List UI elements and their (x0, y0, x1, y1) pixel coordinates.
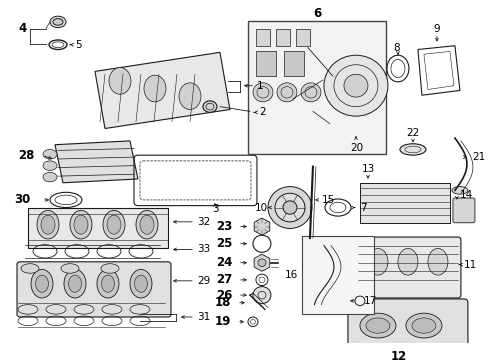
Text: 8: 8 (392, 42, 399, 53)
Circle shape (323, 55, 387, 116)
Text: 20: 20 (349, 143, 362, 153)
Text: 6: 6 (312, 7, 321, 20)
Text: 1: 1 (256, 81, 263, 91)
Text: 23: 23 (216, 220, 232, 233)
Bar (359, 183, 449, 223)
Text: 3: 3 (211, 204, 218, 215)
Circle shape (274, 193, 305, 222)
Ellipse shape (43, 161, 57, 170)
Ellipse shape (21, 264, 39, 273)
Ellipse shape (43, 149, 57, 159)
Bar (275, 28, 289, 46)
Bar (301, 236, 373, 314)
Circle shape (283, 201, 296, 214)
Text: 5: 5 (75, 40, 81, 50)
Bar (28, 207, 168, 248)
Text: 33: 33 (197, 244, 210, 255)
Ellipse shape (107, 215, 121, 234)
Bar (295, 28, 309, 46)
Text: 31: 31 (197, 312, 210, 322)
Ellipse shape (74, 215, 88, 234)
Circle shape (267, 186, 311, 229)
Bar (255, 51, 275, 76)
Ellipse shape (53, 19, 63, 25)
Circle shape (276, 83, 296, 102)
Ellipse shape (451, 186, 467, 194)
Text: 12: 12 (390, 350, 406, 360)
Ellipse shape (103, 210, 125, 239)
FancyBboxPatch shape (347, 299, 467, 354)
Ellipse shape (31, 269, 53, 298)
Ellipse shape (367, 248, 387, 275)
Text: 16: 16 (284, 270, 297, 280)
Ellipse shape (130, 269, 152, 298)
Text: 14: 14 (459, 190, 472, 200)
Ellipse shape (143, 75, 165, 102)
Text: 30: 30 (14, 193, 30, 206)
Text: 11: 11 (463, 260, 476, 270)
Polygon shape (95, 52, 229, 129)
Ellipse shape (359, 313, 395, 338)
Text: 15: 15 (321, 195, 334, 205)
Ellipse shape (68, 275, 81, 292)
Bar (255, 28, 269, 46)
Ellipse shape (41, 215, 55, 234)
Circle shape (252, 83, 272, 102)
Ellipse shape (102, 275, 114, 292)
FancyBboxPatch shape (452, 198, 474, 223)
Ellipse shape (101, 264, 119, 273)
Text: 22: 22 (405, 128, 418, 138)
Text: 19: 19 (215, 315, 231, 328)
FancyBboxPatch shape (17, 262, 171, 317)
Ellipse shape (50, 16, 66, 28)
Ellipse shape (203, 101, 217, 112)
Text: 27: 27 (216, 273, 232, 287)
Ellipse shape (61, 264, 79, 273)
Text: 24: 24 (216, 256, 232, 269)
Text: 17: 17 (363, 296, 376, 306)
Text: 10: 10 (254, 203, 267, 212)
Ellipse shape (405, 313, 441, 338)
Ellipse shape (140, 215, 154, 234)
Ellipse shape (109, 68, 131, 94)
Ellipse shape (411, 318, 435, 333)
Ellipse shape (37, 210, 59, 239)
Circle shape (258, 259, 265, 266)
Text: 25: 25 (216, 237, 232, 250)
Text: 18: 18 (215, 296, 231, 309)
Ellipse shape (134, 275, 147, 292)
Text: 2: 2 (259, 107, 265, 117)
FancyBboxPatch shape (354, 237, 460, 298)
Ellipse shape (64, 269, 86, 298)
Ellipse shape (365, 318, 389, 333)
Ellipse shape (397, 248, 417, 275)
Text: 7: 7 (359, 203, 366, 212)
Ellipse shape (136, 210, 158, 239)
Polygon shape (55, 141, 138, 183)
Ellipse shape (399, 144, 425, 155)
Ellipse shape (36, 275, 48, 292)
Circle shape (343, 74, 367, 97)
Ellipse shape (70, 210, 92, 239)
Text: 4: 4 (18, 22, 26, 35)
Text: 28: 28 (18, 149, 34, 162)
Text: 21: 21 (471, 152, 484, 162)
Ellipse shape (43, 172, 57, 182)
Ellipse shape (427, 248, 447, 275)
Text: 9: 9 (432, 23, 439, 33)
Text: 26: 26 (216, 289, 232, 302)
Text: 29: 29 (197, 276, 210, 286)
Text: 13: 13 (361, 165, 374, 175)
Bar (247, 21, 385, 154)
Circle shape (300, 83, 320, 102)
Ellipse shape (179, 83, 201, 109)
Circle shape (252, 287, 270, 304)
Text: 32: 32 (197, 217, 210, 227)
Bar (284, 51, 304, 76)
Ellipse shape (97, 269, 119, 298)
